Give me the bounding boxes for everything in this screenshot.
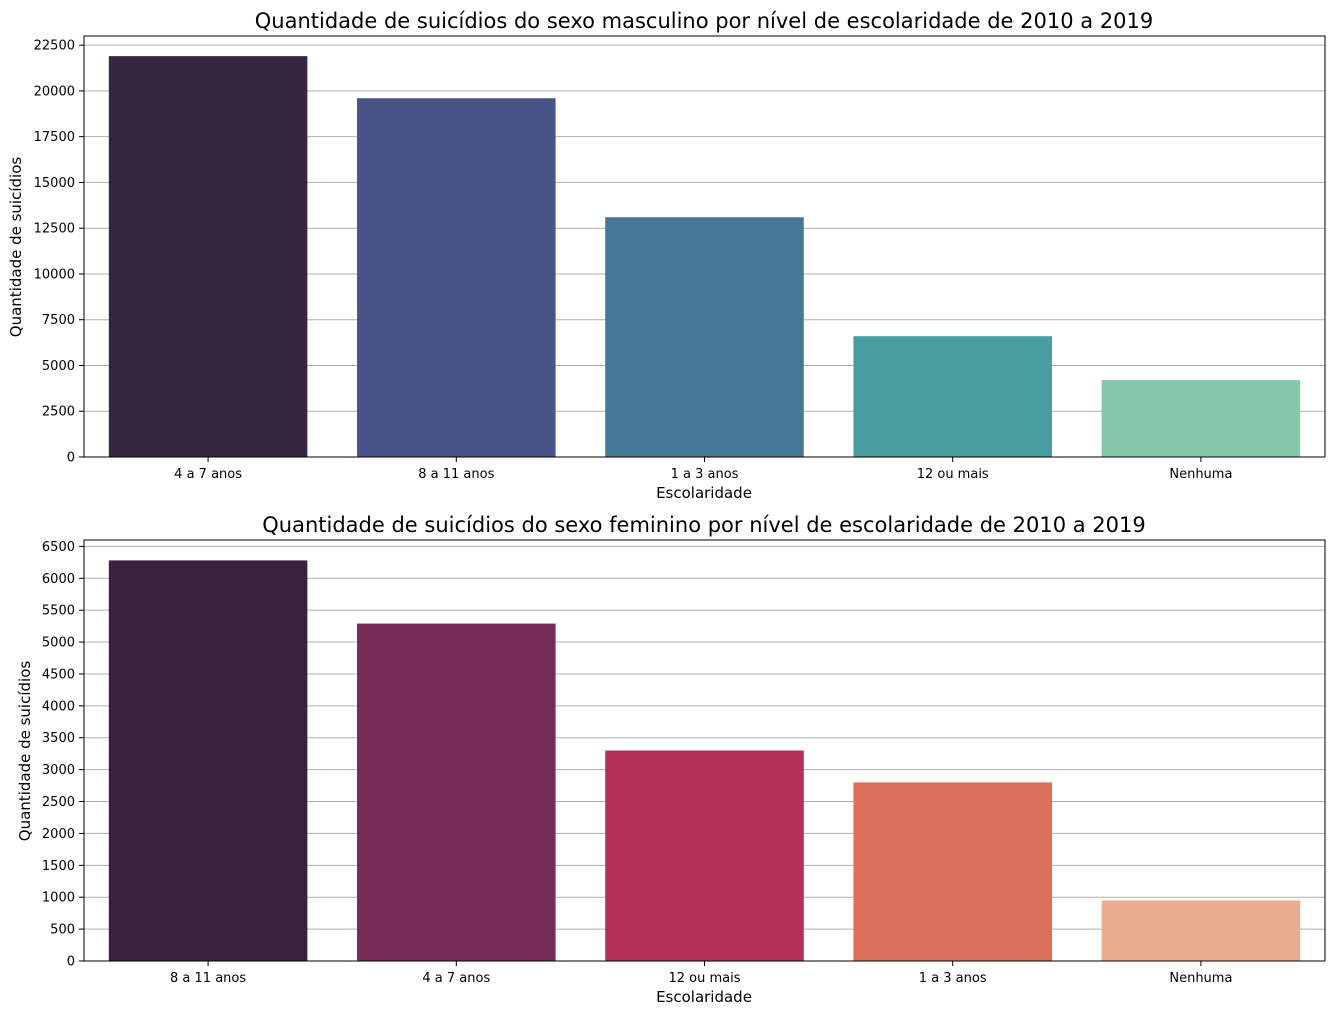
bar bbox=[108, 56, 308, 458]
x-tick-label: 8 a 11 anos bbox=[170, 971, 246, 986]
x-tick-label: 4 a 7 anos bbox=[422, 971, 490, 986]
x-axis-label: Escolaridade bbox=[656, 988, 752, 1006]
y-tick-label: 6000 bbox=[42, 572, 75, 587]
chart-male: Quantidade de suicídios do sexo masculin… bbox=[7, 9, 1326, 502]
x-tick-label: 8 a 11 anos bbox=[418, 467, 494, 482]
y-tick-label: 17500 bbox=[34, 130, 75, 145]
y-axis-ticks: 0 2500 5000 7500 10000 12500 15000 17500 20000 22… bbox=[34, 39, 84, 466]
bar bbox=[853, 336, 1052, 457]
y-tick-label: 4000 bbox=[42, 699, 75, 714]
y-tick-label: 0 bbox=[67, 955, 75, 970]
y-tick-label: 5000 bbox=[42, 636, 75, 651]
y-tick-label: 2000 bbox=[42, 827, 75, 842]
y-tick-label: 20000 bbox=[34, 84, 75, 99]
x-axis-label: Escolaridade bbox=[656, 484, 752, 502]
y-tick-label: 5500 bbox=[42, 604, 75, 619]
y-tick-label: 3000 bbox=[42, 763, 75, 778]
x-tick-label: Nenhuma bbox=[1169, 467, 1232, 482]
y-tick-label: 6500 bbox=[42, 540, 75, 555]
bar bbox=[605, 750, 804, 961]
x-tick-label: 1 a 3 anos bbox=[919, 971, 987, 986]
x-axis-ticks: 4 a 7 anos 8 a 11 anos 1 a 3 anos 12 ou mai… bbox=[174, 457, 1232, 482]
bar bbox=[1101, 380, 1301, 457]
y-axis-label: Quantidade de suicídios bbox=[7, 157, 25, 338]
x-axis-ticks: 8 a 11 anos 4 a 7 anos 12 ou mais 1 a 3 ano… bbox=[170, 961, 1232, 986]
y-tick-label: 1500 bbox=[42, 859, 75, 874]
y-tick-label: 2500 bbox=[42, 405, 75, 420]
x-tick-label: Nenhuma bbox=[1169, 971, 1232, 986]
y-axis-ticks: 0 500 1000 1500 2000 2500 3000 3500 4000 4500 5000… bbox=[42, 540, 84, 970]
x-tick-label: 4 a 7 anos bbox=[174, 467, 242, 482]
bar bbox=[605, 217, 804, 457]
bar bbox=[853, 782, 1052, 961]
y-tick-label: 5000 bbox=[42, 359, 75, 374]
y-tick-label: 3500 bbox=[42, 731, 75, 746]
y-tick-label: 15000 bbox=[34, 176, 75, 191]
bar bbox=[357, 98, 556, 458]
chart-female: Quantidade de suicídios do sexo feminino… bbox=[16, 513, 1326, 1006]
y-tick-label: 7500 bbox=[42, 313, 75, 328]
y-tick-label: 10000 bbox=[34, 267, 75, 282]
y-tick-label: 4500 bbox=[42, 667, 75, 682]
bars bbox=[108, 560, 1301, 961]
chart-title: Quantidade de suicídios do sexo feminino… bbox=[262, 513, 1145, 537]
y-axis-label: Quantidade de suicídios bbox=[16, 661, 34, 842]
y-tick-label: 1000 bbox=[42, 891, 75, 906]
y-tick-label: 500 bbox=[50, 923, 75, 938]
bars bbox=[108, 56, 1301, 458]
x-tick-label: 1 a 3 anos bbox=[671, 467, 739, 482]
x-tick-label: 12 ou mais bbox=[917, 467, 989, 482]
bar bbox=[1101, 900, 1301, 961]
x-tick-label: 12 ou mais bbox=[668, 971, 740, 986]
y-tick-label: 12500 bbox=[34, 222, 75, 237]
bar bbox=[357, 623, 556, 961]
chart-title: Quantidade de suicídios do sexo masculin… bbox=[255, 9, 1154, 33]
y-tick-label: 2500 bbox=[42, 795, 75, 810]
bar bbox=[108, 560, 308, 961]
y-tick-label: 22500 bbox=[34, 39, 75, 54]
y-tick-label: 0 bbox=[67, 451, 75, 466]
